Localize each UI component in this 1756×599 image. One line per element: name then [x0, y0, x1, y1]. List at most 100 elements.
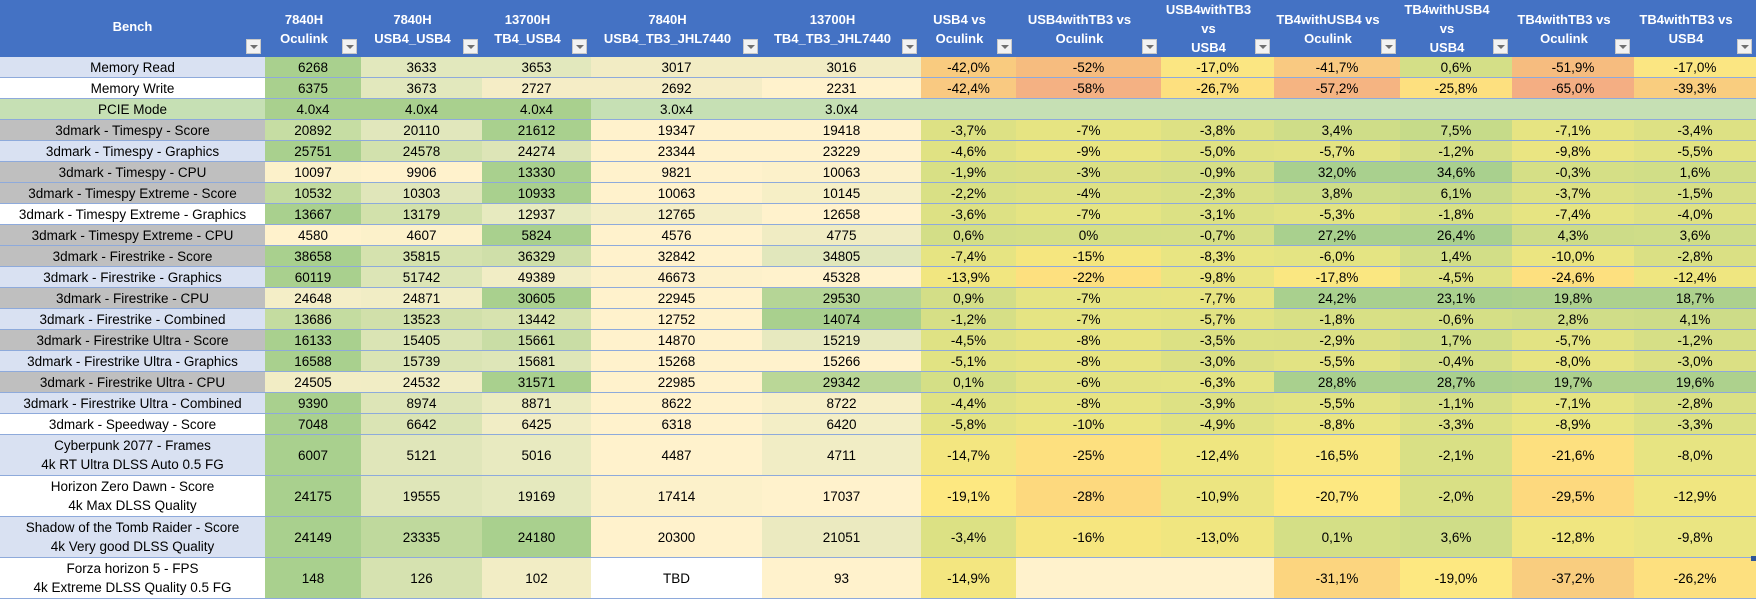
percent-diff-cell[interactable]: -3,3%	[1400, 413, 1512, 435]
score-cell[interactable]: 10063	[762, 161, 921, 183]
score-cell[interactable]: 8871	[482, 392, 591, 414]
percent-diff-cell[interactable]: 19,8%	[1512, 287, 1634, 309]
percent-diff-cell[interactable]: -3,7%	[921, 119, 1016, 141]
score-cell[interactable]: 5121	[361, 434, 482, 476]
percent-diff-cell[interactable]: 0,6%	[921, 224, 1016, 246]
dropdown-filter-icon[interactable]	[1255, 39, 1270, 54]
percent-diff-cell[interactable]: -9,8%	[1634, 516, 1756, 558]
score-cell[interactable]: 6268	[265, 57, 361, 78]
percent-diff-cell[interactable]: -9%	[1016, 140, 1161, 162]
score-cell[interactable]: 25751	[265, 140, 361, 162]
score-cell[interactable]: 21051	[762, 516, 921, 558]
percent-diff-cell[interactable]: -15%	[1016, 245, 1161, 267]
percent-diff-cell[interactable]: -3,1%	[1161, 203, 1274, 225]
percent-diff-cell[interactable]: -1,2%	[1400, 140, 1512, 162]
percent-diff-cell[interactable]: -19,1%	[921, 475, 1016, 517]
score-cell[interactable]: 20110	[361, 119, 482, 141]
dropdown-filter-icon[interactable]	[1737, 39, 1752, 54]
score-cell[interactable]: 148	[265, 557, 361, 599]
percent-diff-cell[interactable]: 0%	[1016, 224, 1161, 246]
score-cell[interactable]: 17037	[762, 475, 921, 517]
percent-diff-cell[interactable]: 0,1%	[921, 371, 1016, 393]
bench-name-cell[interactable]: 3dmark - Timespy - Graphics	[0, 140, 265, 162]
dropdown-filter-icon[interactable]	[743, 39, 758, 54]
percent-diff-cell[interactable]: -5,7%	[1161, 308, 1274, 330]
score-cell[interactable]: 24180	[482, 516, 591, 558]
percent-diff-cell[interactable]: -51,9%	[1512, 57, 1634, 78]
score-cell[interactable]: 126	[361, 557, 482, 599]
bench-name-cell[interactable]: Memory Read	[0, 57, 265, 78]
dropdown-filter-icon[interactable]	[1381, 39, 1396, 54]
score-cell[interactable]: 12752	[591, 308, 762, 330]
score-cell[interactable]: 12765	[591, 203, 762, 225]
percent-diff-cell[interactable]: 4,3%	[1512, 224, 1634, 246]
bench-name-cell[interactable]: 3dmark - Firestrike Ultra - Score	[0, 329, 265, 351]
bench-name-cell[interactable]: 3dmark - Speedway - Score	[0, 413, 265, 435]
percent-diff-cell[interactable]: 28,8%	[1274, 371, 1400, 393]
percent-diff-cell[interactable]: -3,6%	[921, 203, 1016, 225]
percent-diff-cell[interactable]: -5,3%	[1274, 203, 1400, 225]
score-cell[interactable]: 30605	[482, 287, 591, 309]
percent-diff-cell[interactable]: -3,0%	[1634, 350, 1756, 372]
percent-diff-cell[interactable]: -7,1%	[1512, 392, 1634, 414]
score-cell[interactable]: 3.0x4	[591, 98, 762, 120]
dropdown-filter-icon[interactable]	[572, 39, 587, 54]
percent-diff-cell[interactable]: -3,4%	[921, 516, 1016, 558]
score-cell[interactable]: 15266	[762, 350, 921, 372]
percent-diff-cell[interactable]: -2,0%	[1400, 475, 1512, 517]
score-cell[interactable]: 12658	[762, 203, 921, 225]
percent-diff-cell[interactable]: -5,7%	[1274, 140, 1400, 162]
score-cell[interactable]: 17414	[591, 475, 762, 517]
percent-diff-cell[interactable]: -4,5%	[1400, 266, 1512, 288]
dropdown-filter-icon[interactable]	[463, 39, 478, 54]
score-cell[interactable]: 3673	[361, 77, 482, 99]
score-cell[interactable]: 6318	[591, 413, 762, 435]
score-cell[interactable]: 16133	[265, 329, 361, 351]
bench-name-cell[interactable]: 3dmark - Firestrike - CPU	[0, 287, 265, 309]
percent-diff-cell[interactable]: -2,2%	[921, 182, 1016, 204]
percent-diff-cell[interactable]: -5,0%	[1161, 140, 1274, 162]
score-cell[interactable]: 6375	[265, 77, 361, 99]
percent-diff-cell[interactable]: -17,0%	[1634, 57, 1756, 78]
percent-diff-cell[interactable]: -21,6%	[1512, 434, 1634, 476]
percent-diff-cell[interactable]: 28,7%	[1400, 371, 1512, 393]
percent-diff-cell[interactable]: -0,6%	[1400, 308, 1512, 330]
percent-diff-cell[interactable]: -8,9%	[1512, 413, 1634, 435]
score-cell[interactable]: 23229	[762, 140, 921, 162]
bench-name-cell[interactable]: 3dmark - Timespy Extreme - CPU	[0, 224, 265, 246]
percent-diff-cell[interactable]: -57,2%	[1274, 77, 1400, 99]
score-cell[interactable]: 15681	[482, 350, 591, 372]
percent-diff-cell[interactable]: -7%	[1016, 203, 1161, 225]
percent-diff-cell[interactable]: -9,8%	[1161, 266, 1274, 288]
score-cell[interactable]: 24149	[265, 516, 361, 558]
percent-diff-cell[interactable]: -37,2%	[1512, 557, 1634, 599]
score-cell[interactable]: 14870	[591, 329, 762, 351]
score-cell[interactable]: 10145	[762, 182, 921, 204]
score-cell[interactable]: 45328	[762, 266, 921, 288]
percent-diff-cell[interactable]: -14,7%	[921, 434, 1016, 476]
percent-diff-cell[interactable]: -4,5%	[921, 329, 1016, 351]
percent-diff-cell[interactable]: -2,9%	[1274, 329, 1400, 351]
score-cell[interactable]: 10933	[482, 182, 591, 204]
percent-diff-cell[interactable]: -7%	[1016, 308, 1161, 330]
bench-name-cell[interactable]: 3dmark - Firestrike - Score	[0, 245, 265, 267]
percent-diff-cell[interactable]: 23,1%	[1400, 287, 1512, 309]
percent-diff-cell[interactable]	[1016, 557, 1161, 599]
score-cell[interactable]: 13686	[265, 308, 361, 330]
score-cell[interactable]: 38658	[265, 245, 361, 267]
score-cell[interactable]: 4576	[591, 224, 762, 246]
score-cell[interactable]: 24578	[361, 140, 482, 162]
score-cell[interactable]: 19555	[361, 475, 482, 517]
percent-diff-cell[interactable]: 2,8%	[1512, 308, 1634, 330]
percent-diff-cell[interactable]: -8%	[1016, 392, 1161, 414]
score-cell[interactable]: 10303	[361, 182, 482, 204]
percent-diff-cell[interactable]: 18,7%	[1634, 287, 1756, 309]
percent-diff-cell[interactable]: -12,9%	[1634, 475, 1756, 517]
bench-name-cell[interactable]: 3dmark - Timespy - Score	[0, 119, 265, 141]
percent-diff-cell[interactable]: -4,4%	[921, 392, 1016, 414]
score-cell[interactable]: 6425	[482, 413, 591, 435]
score-cell[interactable]: 14074	[762, 308, 921, 330]
percent-diff-cell[interactable]: -52%	[1016, 57, 1161, 78]
bench-name-cell[interactable]: Shadow of the Tomb Raider - Score 4k Very…	[0, 516, 265, 558]
percent-diff-cell[interactable]: 32,0%	[1274, 161, 1400, 183]
